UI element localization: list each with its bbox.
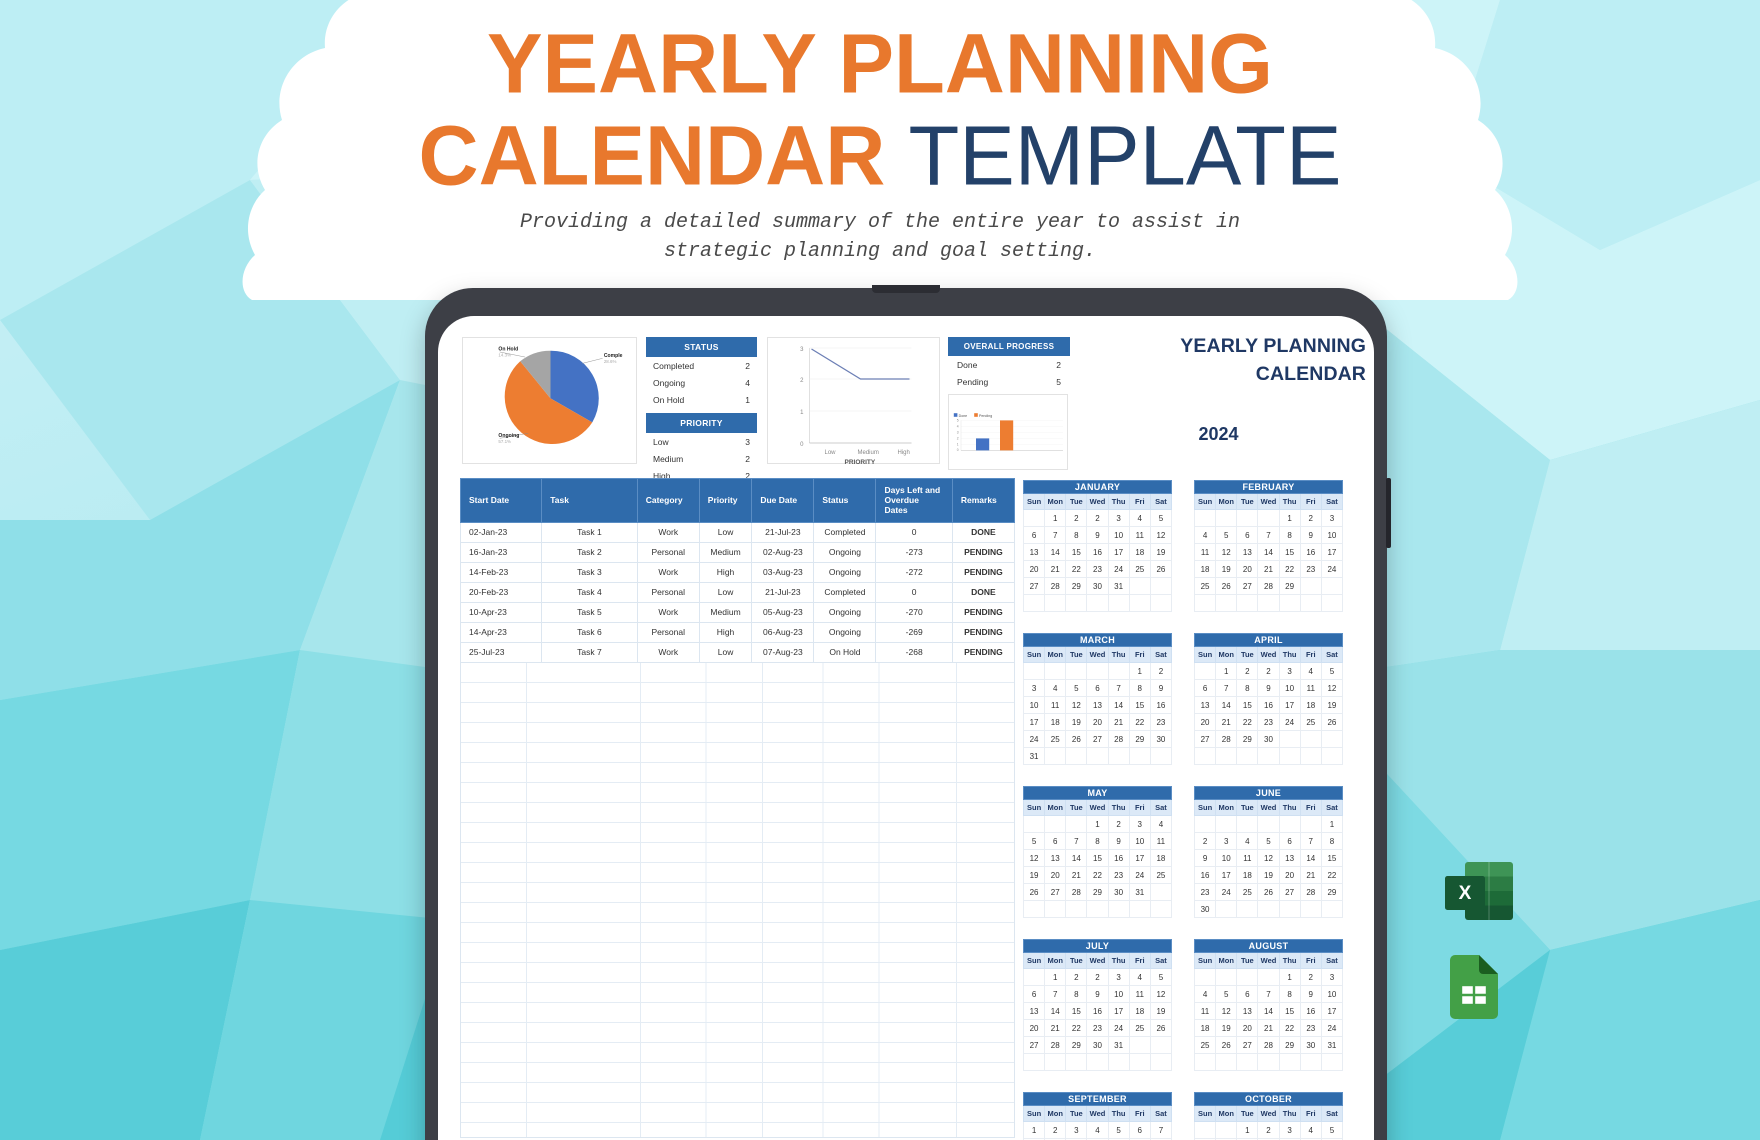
- svg-text:2: 2: [800, 378, 804, 384]
- svg-text:5: 5: [957, 419, 959, 423]
- svg-text:0: 0: [957, 448, 959, 452]
- svg-text:0: 0: [800, 442, 804, 448]
- svg-text:PRIORITY: PRIORITY: [845, 459, 876, 465]
- svg-text:28.6%: 28.6%: [604, 359, 617, 364]
- svg-text:2: 2: [957, 437, 959, 441]
- svg-text:3: 3: [800, 347, 804, 353]
- svg-text:14.3%: 14.3%: [498, 352, 511, 357]
- svg-text:Low: Low: [825, 450, 837, 456]
- svg-text:57.1%: 57.1%: [498, 439, 511, 444]
- svg-text:3: 3: [957, 431, 959, 435]
- svg-text:Medium: Medium: [858, 450, 879, 456]
- svg-text:1: 1: [957, 443, 959, 447]
- svg-text:Pending: Pending: [979, 414, 992, 418]
- svg-text:1: 1: [800, 410, 804, 416]
- svg-text:X: X: [1459, 883, 1472, 904]
- svg-text:4: 4: [957, 425, 959, 429]
- svg-text:High: High: [898, 450, 910, 456]
- svg-text:Done: Done: [959, 414, 968, 418]
